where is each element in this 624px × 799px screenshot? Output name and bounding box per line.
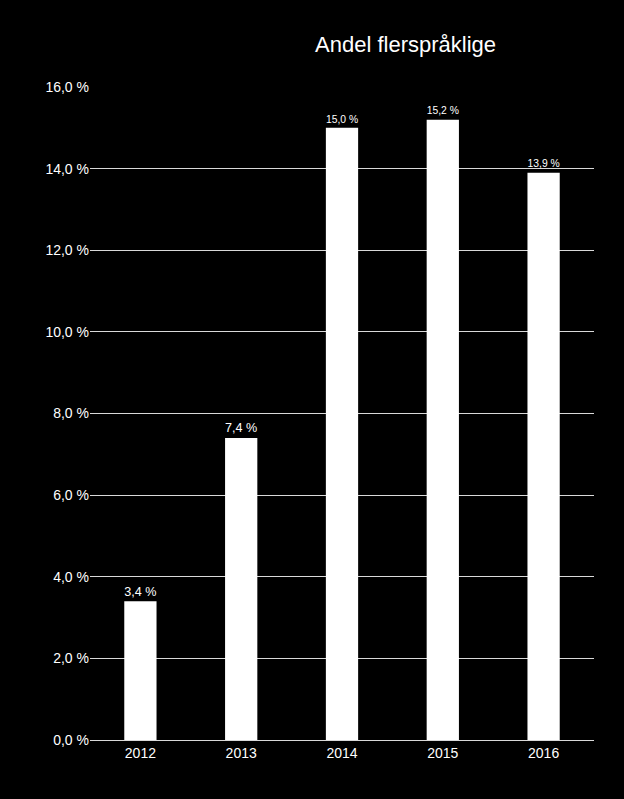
- svg-text:0,0 %: 0,0 %: [53, 732, 89, 748]
- svg-text:4,0 %: 4,0 %: [53, 569, 89, 585]
- svg-text:12,0 %: 12,0 %: [45, 242, 89, 258]
- svg-text:3,4 %: 3,4 %: [124, 585, 156, 599]
- svg-text:10,0 %: 10,0 %: [45, 324, 89, 340]
- svg-text:15,0 %: 15,0 %: [326, 114, 358, 125]
- svg-text:7,4 %: 7,4 %: [225, 421, 257, 435]
- svg-text:Andel flerspråklige: Andel flerspråklige: [315, 32, 496, 57]
- svg-text:13,9 %: 13,9 %: [527, 158, 559, 169]
- svg-text:2014: 2014: [326, 745, 357, 761]
- svg-text:8,0 %: 8,0 %: [53, 405, 89, 421]
- svg-text:16,0 %: 16,0 %: [45, 79, 89, 95]
- svg-text:14,0 %: 14,0 %: [45, 161, 89, 177]
- svg-text:2,0 %: 2,0 %: [53, 650, 89, 666]
- svg-text:2012: 2012: [125, 745, 156, 761]
- svg-text:6,0 %: 6,0 %: [53, 487, 89, 503]
- svg-text:15,2 %: 15,2 %: [427, 105, 459, 116]
- svg-text:2016: 2016: [528, 745, 559, 761]
- svg-text:2013: 2013: [226, 745, 257, 761]
- svg-text:2015: 2015: [427, 745, 458, 761]
